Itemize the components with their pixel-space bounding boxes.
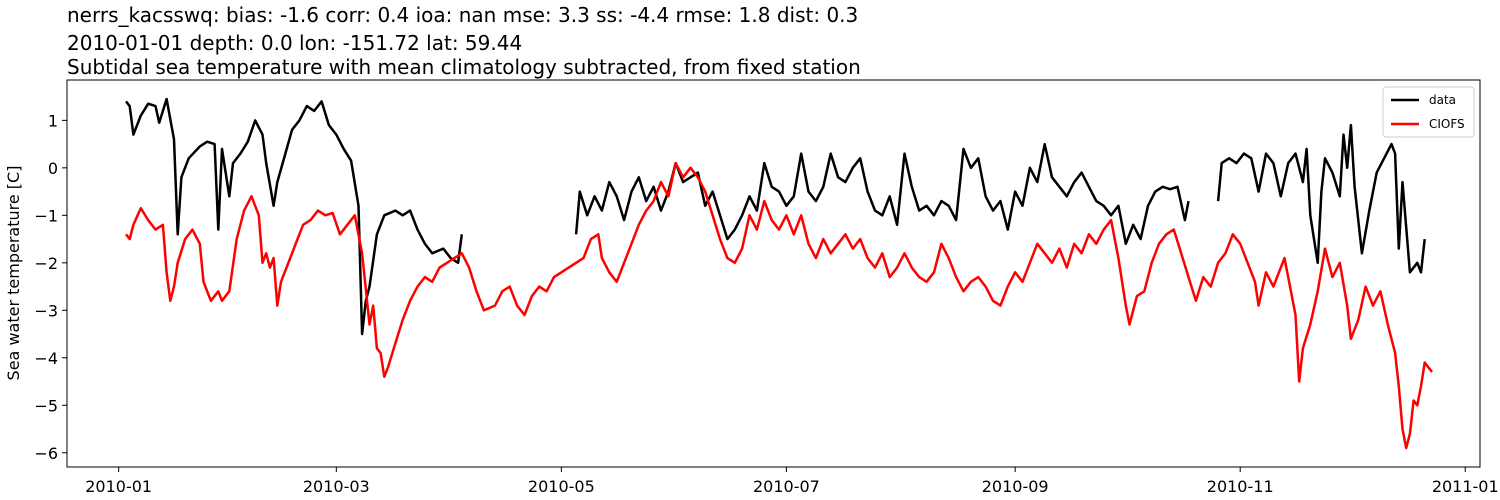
- y-tick-label: −3: [34, 301, 58, 320]
- x-tick-label: 2010-09: [982, 477, 1049, 496]
- y-tick-label: −4: [34, 349, 58, 368]
- x-tick-label: 2010-05: [528, 477, 595, 496]
- y-tick-label: −5: [34, 396, 58, 415]
- y-tick-label: −6: [34, 444, 58, 463]
- legend-label-ciofs: CIOFS: [1429, 117, 1465, 131]
- x-tick-label: 2010-07: [753, 477, 820, 496]
- x-tick-label: 2010-11: [1207, 477, 1274, 496]
- legend-label-data: data: [1429, 93, 1456, 107]
- x-tick-label: 2010-01: [85, 477, 152, 496]
- y-axis-ticks: 1 0 −1 −2 −3 −4 −5 −6: [34, 111, 67, 463]
- series-ciofs-line-segment-1: [125, 161, 1433, 450]
- y-tick-label: −1: [34, 206, 58, 225]
- x-tick-label: 2011-01: [1432, 477, 1499, 496]
- legend: data CIOFS: [1382, 86, 1475, 138]
- y-tick-label: 0: [48, 159, 58, 178]
- x-axis-ticks: 2010-01 2010-03 2010-05 2010-07 2010-09 2010-…: [85, 467, 1499, 496]
- x-tick-label: 2010-03: [303, 477, 370, 496]
- chart-title-line-3: Subtidal sea temperature with mean clima…: [67, 55, 861, 79]
- series-data-line-segment-1: [125, 97, 464, 336]
- chart-title-line-2: 2010-01-01 depth: 0.0 lon: -151.72 lat: …: [67, 31, 523, 55]
- y-tick-label: −2: [34, 254, 58, 273]
- series-data-line-segment-3: [1216, 123, 1426, 274]
- series-lines: [125, 97, 1433, 450]
- chart-title-line-1: nerrs_kacsswq: bias: -1.6 corr: 0.4 ioa:…: [67, 3, 859, 27]
- y-tick-label: 1: [48, 111, 58, 130]
- plot-frame: [66, 79, 1481, 468]
- y-axis-label: Sea water temperature [C]: [4, 166, 23, 381]
